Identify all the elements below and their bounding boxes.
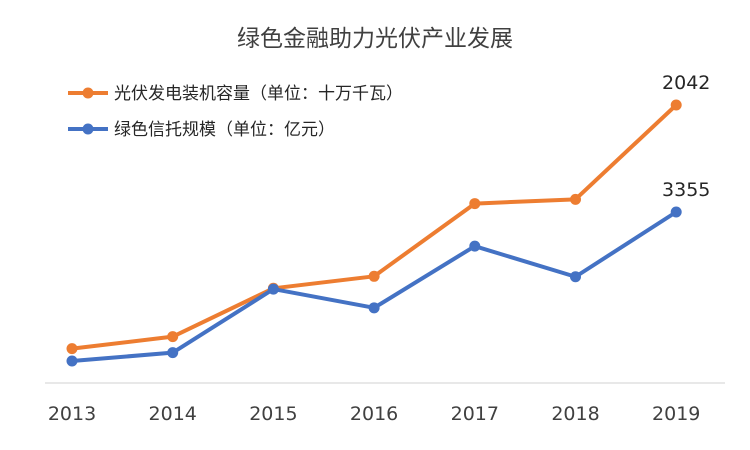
data-point-1-4 — [469, 240, 481, 252]
data-point-1-3 — [368, 302, 380, 314]
data-point-0-3 — [368, 270, 380, 282]
x-tick-label-2013: 2013 — [48, 403, 96, 425]
data-point-0-6 — [670, 99, 682, 111]
data-label-0-6: 2042 — [662, 72, 710, 94]
legend-label-1: 绿色信托规模（单位：亿元） — [114, 120, 335, 140]
series-layer — [66, 99, 682, 367]
data-point-1-1 — [167, 347, 179, 359]
data-point-1-6 — [670, 206, 682, 218]
x-tick-label-2018: 2018 — [551, 403, 599, 425]
data-point-1-0 — [66, 355, 78, 367]
legend-label-0: 光伏发电装机容量（单位：十万千瓦） — [114, 84, 403, 104]
x-tick-label-2015: 2015 — [249, 403, 297, 425]
data-point-0-1 — [167, 331, 179, 343]
data-point-0-5 — [570, 193, 581, 205]
data-label-1-6: 3355 — [662, 179, 710, 201]
data-point-0-0 — [66, 343, 78, 355]
data-labels: 2042 3355 — [662, 72, 710, 201]
x-axis-ticks: 2013 2014 2015 2016 2017 2018 2019 — [48, 403, 701, 425]
data-point-0-4 — [469, 198, 481, 210]
x-tick-label-2019: 2019 — [652, 403, 700, 425]
x-tick-label-2016: 2016 — [350, 403, 398, 425]
legend: 光伏发电装机容量（单位：十万千瓦） 绿色信托规模（单位：亿元） — [68, 84, 403, 140]
chart-title: 绿色金融助力光伏产业发展 — [237, 26, 513, 52]
x-tick-label-2017: 2017 — [451, 403, 499, 425]
data-point-1-5 — [570, 271, 581, 283]
x-tick-label-2014: 2014 — [149, 403, 197, 425]
data-point-1-2 — [267, 283, 279, 295]
legend-marker-1 — [82, 123, 94, 135]
legend-marker-0 — [82, 87, 94, 99]
